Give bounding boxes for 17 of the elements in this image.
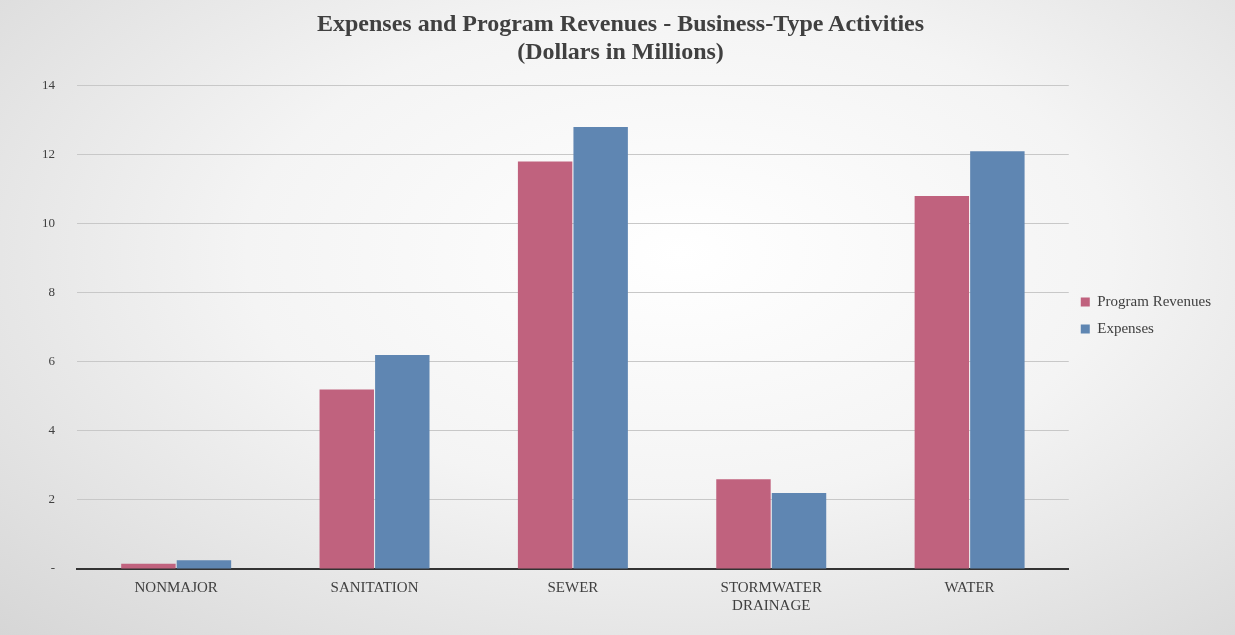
y-tick-label: 12 xyxy=(42,146,55,162)
y-tick-label: 14 xyxy=(42,77,56,93)
x-tick-label: NONMAJOR xyxy=(134,578,218,595)
chart-title: Expenses and Program Revenues - Business-Type Activities xyxy=(316,9,925,36)
y-tick-label: 4 xyxy=(48,422,56,438)
x-tick-label: SEWER xyxy=(547,578,599,595)
y-tick-label: 10 xyxy=(42,215,55,231)
x-tick-label: WATER xyxy=(944,578,995,595)
chart-subtitle: (Dollars in Millions) xyxy=(517,38,724,65)
y-tick-label: 2 xyxy=(48,491,55,507)
x-tick-label: SANITATION xyxy=(330,578,419,595)
y-tick-label: 8 xyxy=(48,284,55,300)
y-tick-label: - xyxy=(50,560,55,576)
legend-label: Program Revenues xyxy=(1097,292,1212,309)
x-tick-label: STORMWATER DRAINAGE xyxy=(720,578,822,613)
legend-label: Expenses xyxy=(1097,319,1155,336)
y-tick-label: 6 xyxy=(48,353,56,369)
